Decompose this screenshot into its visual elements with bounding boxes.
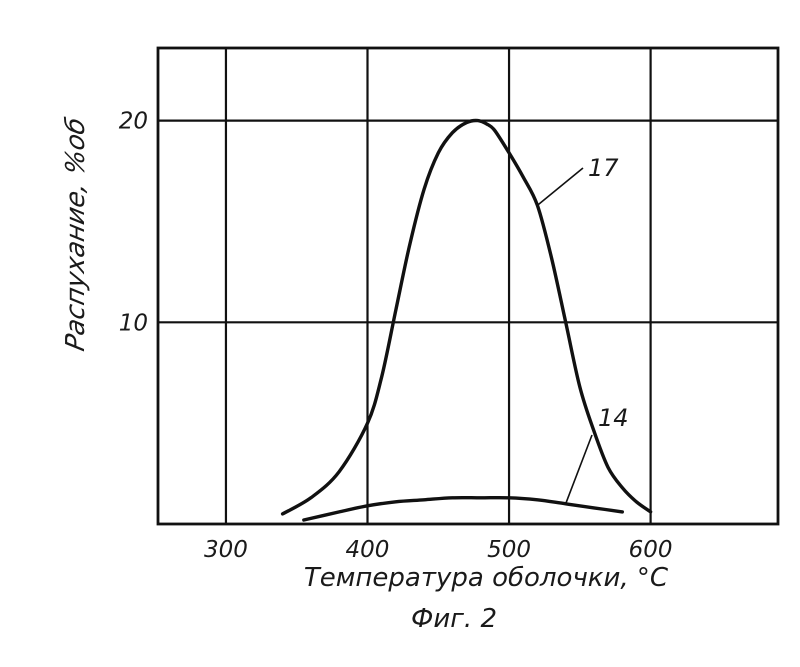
series-line-14 <box>304 498 623 520</box>
x-axis-label: Температура оболочки, °C <box>304 563 669 593</box>
series-label-17: 17 <box>588 154 619 182</box>
y-tick-label-20: 20 <box>119 109 148 135</box>
plot-frame <box>158 48 778 524</box>
series-label-14: 14 <box>598 404 629 432</box>
curve-layer: 1714 <box>283 121 651 520</box>
x-tick-label-300: 300 <box>204 537 248 563</box>
grid-layer <box>158 48 778 524</box>
y-tick-label-10: 10 <box>119 310 148 336</box>
y-axis-label: Распухание, %об <box>61 115 91 354</box>
figure-caption: Фиг. 2 <box>411 604 497 634</box>
x-tick-label-400: 400 <box>346 537 390 563</box>
series-leader-17 <box>537 168 583 205</box>
series-leader-14 <box>566 435 592 504</box>
x-tick-label-500: 500 <box>487 537 531 563</box>
x-tick-label-600: 600 <box>629 537 673 563</box>
